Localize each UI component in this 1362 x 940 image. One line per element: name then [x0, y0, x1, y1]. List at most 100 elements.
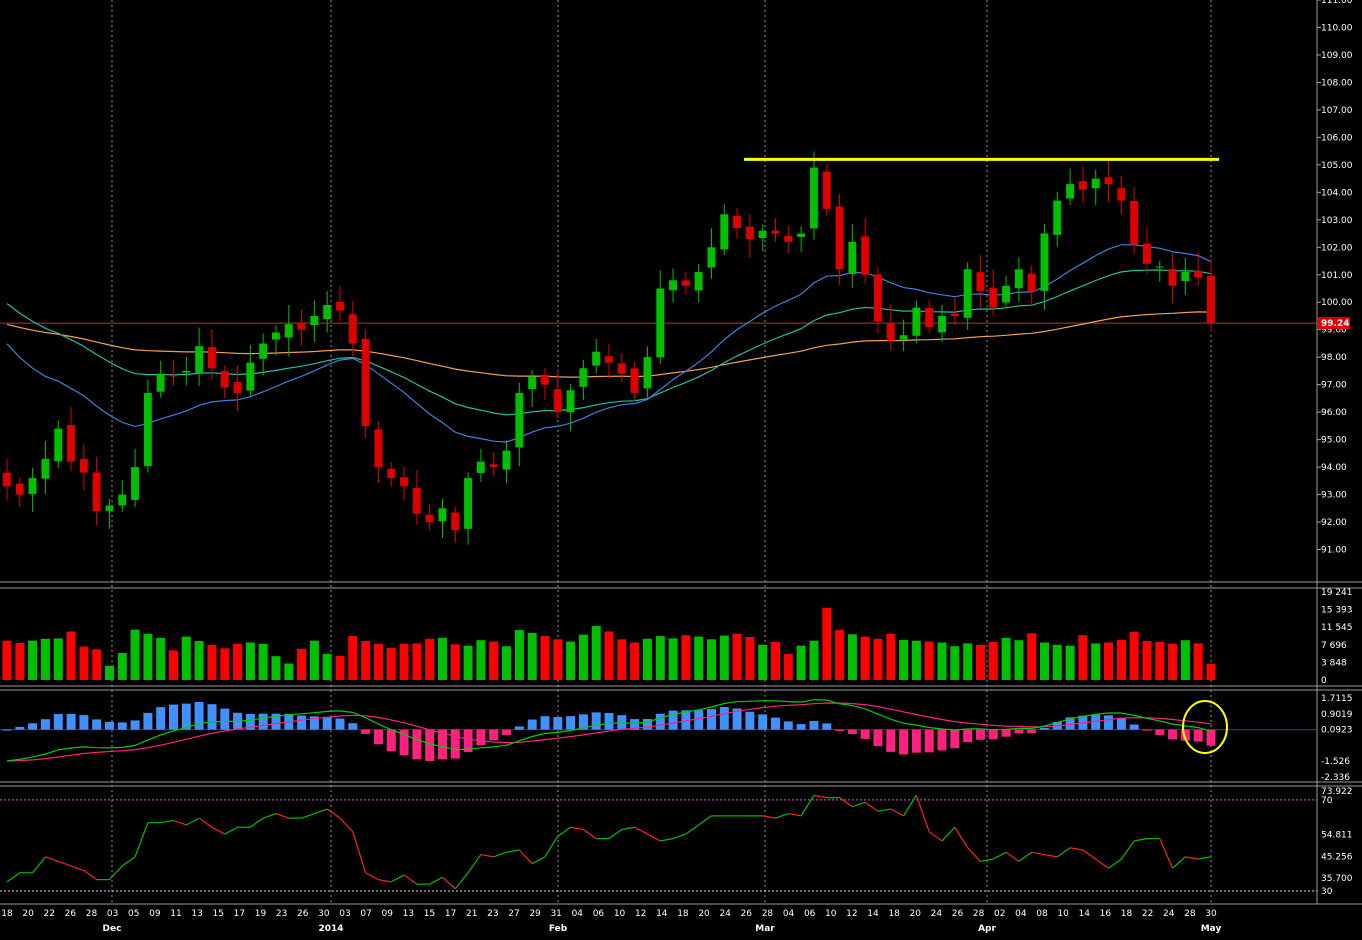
panel-frames [0, 0, 1362, 905]
macd-histogram-bar [450, 729, 460, 759]
volume-bar [399, 643, 409, 680]
x-day-label: 12 [635, 909, 646, 919]
oscillator-segment [1159, 838, 1174, 869]
candle-up [810, 167, 818, 229]
x-day-label: 30 [1205, 909, 1217, 919]
macd-histogram-bar [79, 715, 89, 730]
volume-bar [963, 643, 973, 680]
oscillator-segment [6, 872, 21, 883]
candle [1014, 257, 1023, 302]
oscillator-segment [1185, 856, 1199, 860]
macd-histogram-bar [1014, 729, 1024, 734]
macd-tick-label: 0.0923 [1321, 726, 1353, 736]
oscillator-segment [685, 824, 700, 835]
macd-signal-line [6, 702, 1212, 762]
candle-up [272, 332, 280, 340]
macd-histogram-bar [271, 713, 281, 730]
x-day-label: 13 [191, 909, 202, 919]
candle-down [169, 374, 178, 377]
candle-down [1168, 269, 1177, 286]
candle-down [681, 280, 690, 286]
oscillator-segment [83, 870, 98, 881]
oscillator-segment [32, 856, 46, 874]
volume-bar [745, 637, 755, 680]
candle-up [131, 467, 139, 500]
candle [208, 328, 216, 380]
volume-bar [873, 638, 883, 680]
macd-histogram-bar [527, 719, 537, 730]
candle [1027, 265, 1036, 306]
candle [963, 262, 972, 330]
price-tick-label: 94.00 [1321, 463, 1347, 473]
volume-tick-label: 11 545 [1321, 623, 1353, 633]
volume-bar [245, 642, 255, 680]
candle [656, 270, 665, 364]
candle [886, 303, 895, 351]
macd-histogram-bar [28, 723, 38, 730]
price-tick-label: 102.00 [1321, 243, 1353, 253]
candle [3, 459, 11, 501]
candle [1168, 252, 1177, 304]
macd-histogram-bar [1040, 727, 1049, 730]
candle-up [502, 450, 511, 470]
candle-down [233, 382, 242, 393]
candle [1066, 168, 1074, 206]
macd-histogram-bar [245, 713, 255, 730]
candle [143, 379, 152, 473]
candle [848, 224, 857, 288]
oscillator-segment [45, 856, 59, 862]
volume-bar [1078, 635, 1088, 680]
candle [784, 225, 793, 254]
candle [694, 264, 703, 303]
oscillator-segment [672, 833, 687, 840]
oscillator-segment [1018, 851, 1033, 862]
oscillator-segment [518, 849, 533, 865]
x-day-label: 04 [1015, 909, 1027, 919]
volume-bar [758, 644, 768, 680]
oscillator-segment [531, 856, 546, 865]
candle [1117, 175, 1126, 215]
macd-histogram-bar [1155, 729, 1165, 736]
macd-histogram-bar [642, 719, 652, 730]
price-tick-label: 95.00 [1321, 436, 1347, 446]
macd-histogram-bar [604, 713, 614, 730]
candle-down [950, 313, 959, 316]
oscillator-segment [314, 808, 328, 815]
volume-bar [642, 638, 652, 680]
oscillator-segment [390, 874, 405, 883]
candle-down [92, 472, 101, 511]
candle-down [553, 389, 562, 413]
x-day-label: 14 [656, 909, 668, 919]
candle [259, 333, 268, 376]
candle [925, 300, 934, 334]
candle [707, 228, 716, 279]
candle [284, 305, 293, 357]
volume-tick-label: 19 241 [1321, 588, 1353, 598]
volume-bar [630, 642, 640, 680]
volume-bar [1040, 642, 1049, 680]
macd-histogram-bar [578, 714, 588, 730]
candle-up [848, 241, 857, 274]
oscillator-segment [762, 815, 776, 819]
candle-down [1027, 273, 1036, 292]
volume-bar [924, 641, 934, 680]
candle-down [835, 206, 844, 270]
x-day-label: 20 [698, 909, 710, 919]
x-day-label: 17 [234, 909, 245, 919]
x-day-label: 10 [614, 909, 626, 919]
candle-down [3, 472, 11, 487]
volume-bar [809, 640, 819, 680]
x-day-label: 22 [44, 909, 55, 919]
candle-up [1053, 200, 1062, 235]
volume-tick-label: 3 848 [1321, 658, 1347, 668]
volume-bar [847, 634, 857, 680]
macd-histogram-bar [181, 703, 191, 730]
candle [502, 440, 511, 484]
oscillator-segment [647, 833, 661, 842]
macd-histogram-bar [156, 707, 166, 730]
candle [489, 451, 498, 477]
candle [54, 420, 63, 469]
oscillator-tick-label: 30 [1321, 887, 1333, 897]
x-day-label: 02 [994, 909, 1005, 919]
